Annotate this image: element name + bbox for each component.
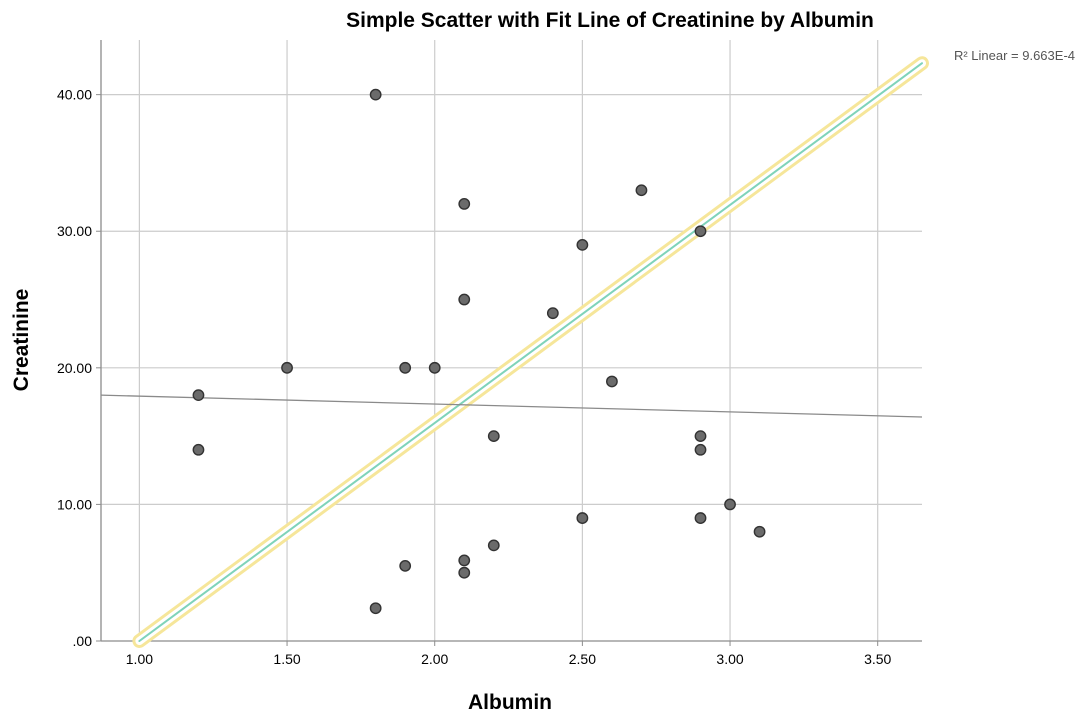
x-tick-label: 2.50 — [569, 651, 596, 667]
data-point — [753, 525, 766, 538]
data-point — [399, 361, 412, 374]
data-point — [635, 184, 648, 197]
x-tick-label: 3.00 — [716, 651, 743, 667]
y-tick-label: 40.00 — [57, 87, 92, 103]
data-point — [606, 375, 618, 388]
data-point — [487, 430, 500, 443]
x-tick-label: 3.50 — [864, 651, 891, 667]
data-point — [192, 389, 205, 402]
data-point — [576, 512, 589, 524]
reference-line-layer — [132, 56, 929, 648]
x-axis-title: Albumin — [468, 691, 552, 713]
x-tick-label: 1.00 — [126, 651, 153, 667]
data-point — [369, 88, 382, 101]
y-tick-label: 30.00 — [57, 223, 92, 239]
data-point — [694, 225, 707, 238]
r-squared-label: R² Linear = 9.663E-4 — [954, 48, 1075, 63]
data-points — [192, 88, 766, 615]
tick-labels: 1.00 1.50 2.00 2.50 3.00 3.50 .00 10.00 20.00 30.… — [57, 87, 892, 667]
y-tick-label: .00 — [73, 633, 93, 649]
fit-line — [100, 394, 923, 418]
y-tick-label: 20.00 — [57, 360, 92, 376]
y-tick-label: 10.00 — [57, 496, 92, 512]
reference-line — [138, 62, 923, 642]
data-point — [281, 361, 293, 374]
x-tick-label: 1.50 — [273, 651, 300, 667]
data-point — [694, 430, 707, 443]
fit-line-layer — [100, 394, 923, 418]
data-point — [192, 443, 205, 456]
data-point — [399, 559, 412, 572]
data-point — [458, 198, 471, 210]
y-axis-title: Creatinine — [10, 289, 33, 392]
data-point — [369, 602, 382, 615]
data-point — [428, 361, 441, 374]
data-point — [694, 443, 707, 456]
data-point — [546, 307, 559, 320]
data-point — [458, 293, 471, 306]
data-point — [487, 539, 500, 552]
grid-layer — [101, 40, 922, 641]
chart-title: Simple Scatter with Fit Line of Creatini… — [346, 9, 874, 32]
data-point — [724, 498, 736, 511]
data-point — [694, 512, 707, 524]
axis-layer — [96, 40, 922, 646]
data-point — [576, 238, 589, 251]
data-point — [458, 566, 471, 579]
data-point — [458, 554, 471, 567]
x-tick-label: 2.00 — [421, 651, 448, 667]
